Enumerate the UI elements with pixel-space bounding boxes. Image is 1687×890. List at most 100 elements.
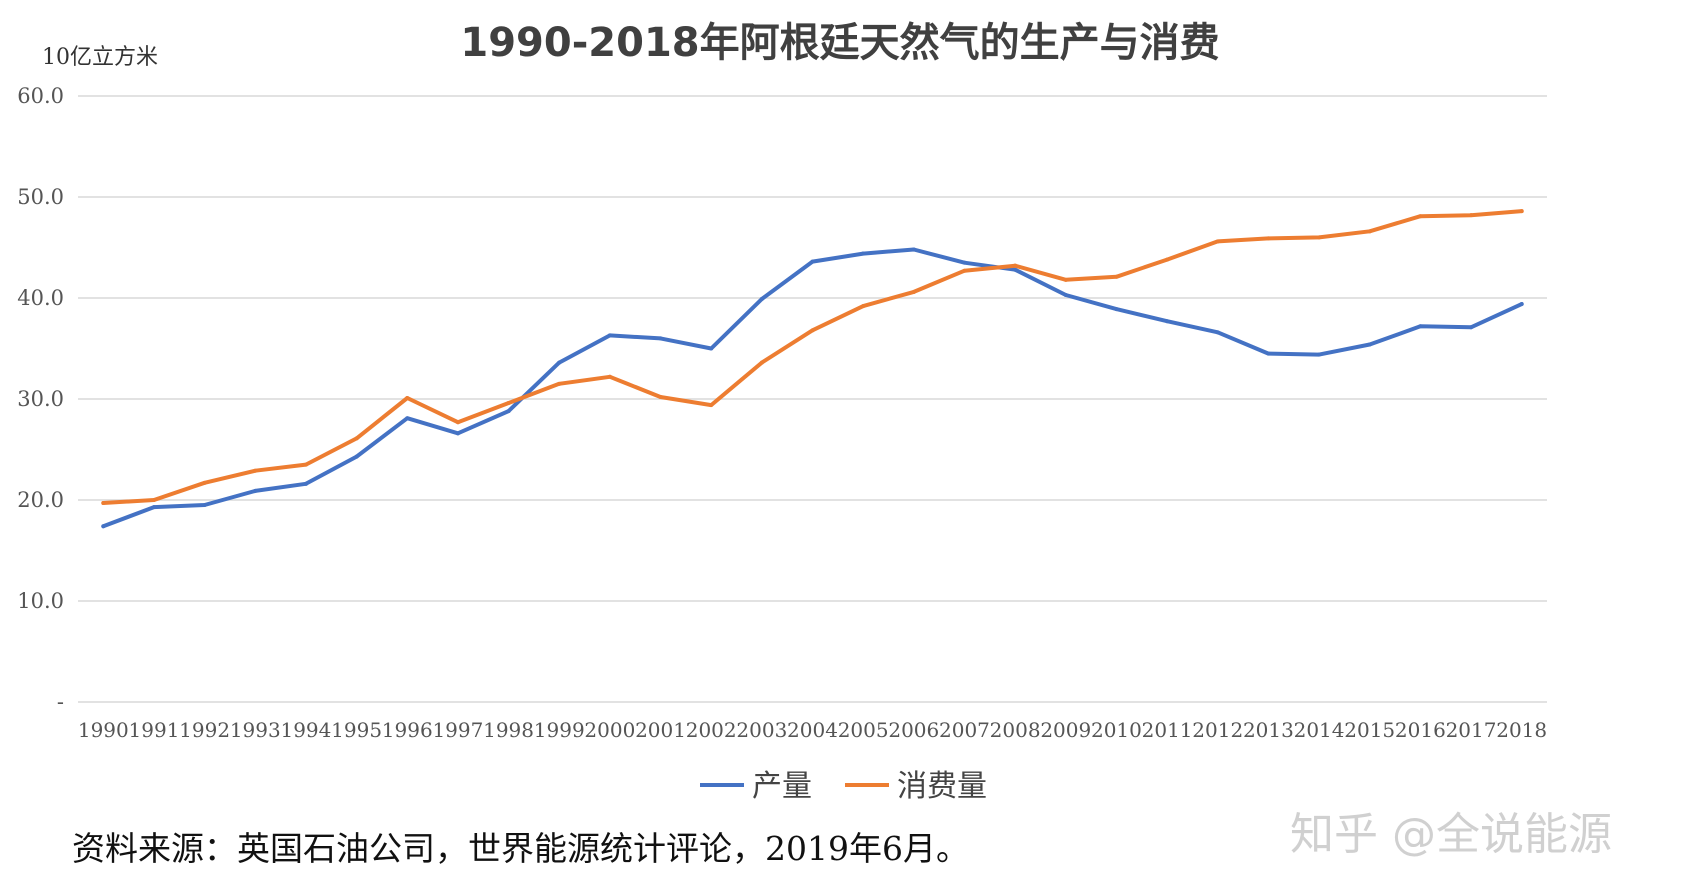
data-point xyxy=(1317,235,1322,240)
data-point xyxy=(101,501,106,506)
x-tick-label: 2006 xyxy=(888,718,939,742)
data-point xyxy=(1519,209,1524,214)
y-axis-unit-label: 10亿立方米 xyxy=(42,45,158,70)
x-tick-label: 1993 xyxy=(230,718,281,742)
y-tick-label: 60.0 xyxy=(17,84,64,108)
data-point xyxy=(658,336,663,341)
data-point xyxy=(1114,274,1119,279)
x-axis-ticks: 1990 1991 1992 1993 1994 1995 1996 1997 1998 1999… xyxy=(78,718,1547,742)
gridlines xyxy=(78,95,1547,703)
x-tick-label: 1992 xyxy=(179,718,230,742)
data-point xyxy=(1215,330,1220,335)
data-point xyxy=(1165,319,1170,324)
x-tick-label: 2009 xyxy=(1040,718,1091,742)
data-point xyxy=(607,333,612,338)
data-point xyxy=(151,505,156,510)
data-point xyxy=(1013,267,1018,272)
data-point xyxy=(455,420,460,425)
data-point xyxy=(1013,263,1018,268)
x-tick-label: 1990 xyxy=(78,718,129,742)
data-point xyxy=(557,360,562,365)
data-point xyxy=(1418,214,1423,219)
data-point xyxy=(1114,307,1119,312)
x-tick-label: 2017 xyxy=(1446,718,1497,742)
data-point xyxy=(202,480,207,485)
x-tick-label: 1995 xyxy=(331,718,382,742)
data-point xyxy=(709,403,714,408)
data-point xyxy=(861,304,866,309)
data-point xyxy=(962,260,967,265)
data-point xyxy=(303,462,308,467)
data-point xyxy=(810,259,815,264)
x-tick-label: 2000 xyxy=(584,718,635,742)
data-point xyxy=(151,498,156,502)
x-tick-label: 2010 xyxy=(1091,718,1142,742)
data-point xyxy=(354,436,359,441)
data-point xyxy=(303,481,308,486)
data-point xyxy=(911,247,916,252)
data-point xyxy=(253,488,258,493)
x-tick-label: 2011 xyxy=(1142,718,1193,742)
data-point xyxy=(1063,277,1068,282)
data-point xyxy=(759,360,764,365)
x-tick-label: 2007 xyxy=(939,718,990,742)
data-point xyxy=(506,409,511,414)
data-point xyxy=(1215,239,1220,244)
x-tick-label: 2012 xyxy=(1192,718,1243,742)
y-tick-label: 20.0 xyxy=(17,488,64,512)
data-point xyxy=(253,468,258,473)
x-tick-label: 2014 xyxy=(1294,718,1345,742)
x-tick-label: 1997 xyxy=(432,718,483,742)
chart-title: 1990-2018年阿根廷天然气的生产与消费 xyxy=(460,20,1219,66)
x-tick-label: 2013 xyxy=(1243,718,1294,742)
data-point xyxy=(1367,229,1372,234)
x-tick-label: 2001 xyxy=(635,718,686,742)
data-point xyxy=(405,395,410,400)
x-tick-label: 1991 xyxy=(129,718,180,742)
y-tick-label: 30.0 xyxy=(17,387,64,411)
data-point xyxy=(1519,302,1524,307)
series-line-2 xyxy=(101,209,1524,505)
y-tick-label: 50.0 xyxy=(17,185,64,209)
source-note: 资料来源：英国石油公司，世界能源统计评论，2019年6月。 xyxy=(72,829,969,868)
data-point xyxy=(101,524,106,529)
data-point xyxy=(455,431,460,436)
data-point xyxy=(1165,257,1170,262)
x-tick-label: 1994 xyxy=(280,718,331,742)
data-point xyxy=(202,503,207,508)
data-point xyxy=(1266,351,1271,356)
data-point xyxy=(607,374,612,379)
x-tick-label: 2018 xyxy=(1496,718,1547,742)
data-point xyxy=(861,251,866,256)
y-tick-label: - xyxy=(57,690,64,714)
data-point xyxy=(1418,324,1423,329)
x-tick-label: 2015 xyxy=(1344,718,1395,742)
data-point xyxy=(962,268,967,273)
data-point xyxy=(557,381,562,386)
y-axis-ticks: - 10.0 20.0 30.0 40.0 50.0 60.0 xyxy=(17,84,64,714)
x-tick-label: 1998 xyxy=(483,718,534,742)
data-point xyxy=(658,394,663,399)
series-line-1 xyxy=(101,247,1524,529)
data-point xyxy=(506,401,511,406)
data-point xyxy=(810,328,815,333)
data-point xyxy=(911,289,916,294)
data-point xyxy=(1317,352,1322,357)
legend-label: 产量 xyxy=(752,769,812,804)
x-tick-label: 1999 xyxy=(534,718,585,742)
data-point xyxy=(354,454,359,459)
x-tick-label: 2005 xyxy=(838,718,889,742)
data-point xyxy=(405,416,410,421)
y-tick-label: 40.0 xyxy=(17,286,64,310)
y-tick-label: 10.0 xyxy=(17,589,64,613)
data-point xyxy=(1367,342,1372,347)
data-point xyxy=(1469,325,1474,330)
data-point xyxy=(1266,236,1271,241)
x-tick-label: 2008 xyxy=(990,718,1041,742)
data-point xyxy=(759,297,764,302)
x-tick-label: 2004 xyxy=(787,718,838,742)
data-point xyxy=(1469,213,1474,218)
x-tick-label: 2003 xyxy=(736,718,787,742)
legend: 产量 消费量 xyxy=(700,769,987,804)
